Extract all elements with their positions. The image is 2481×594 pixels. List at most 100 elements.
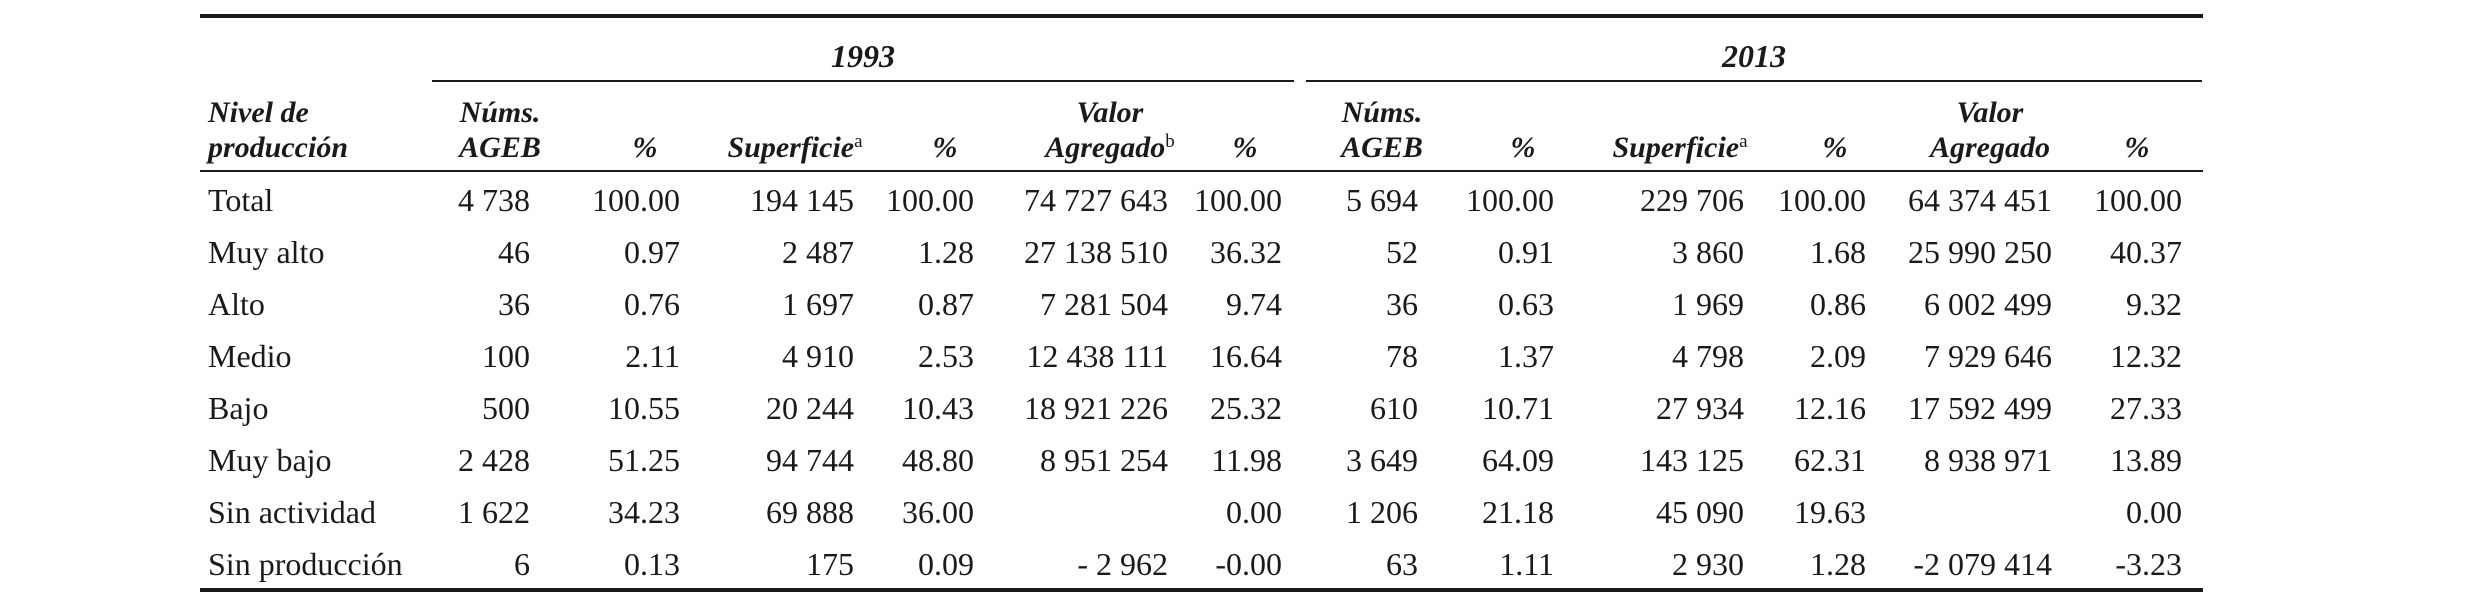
table-cell: 12 438 111 — [1026, 338, 1168, 374]
table-cell: 100.00 — [1466, 182, 1554, 218]
table-cell: 0.86 — [1810, 286, 1866, 322]
table-top-rule — [200, 14, 2203, 18]
table-cell: -2 079 414 — [1913, 546, 2052, 582]
table-cell: 194 145 — [750, 182, 854, 218]
header-nums-2013-line2: AGEB — [1341, 131, 1423, 164]
table-bottom-rule — [200, 588, 2203, 592]
table-cell: 100.00 — [592, 182, 680, 218]
table-cell: 12.32 — [2110, 338, 2182, 374]
header-superficie-1993: Superficiea — [727, 131, 863, 164]
table-cell: 100.00 — [2094, 182, 2182, 218]
table-cell: 19.63 — [1794, 494, 1866, 530]
table-cell: 4 910 — [782, 338, 854, 374]
table-cell: 48.80 — [902, 442, 974, 478]
table-cell: 100.00 — [1194, 182, 1282, 218]
row-label: Sin producción — [208, 546, 403, 582]
table-cell: 0.63 — [1498, 286, 1554, 322]
table-cell: 69 888 — [766, 494, 854, 530]
year-header-2013: 2013 — [1722, 38, 1786, 74]
table-cell: 21.18 — [1482, 494, 1554, 530]
table-cell: 8 938 971 — [1924, 442, 2052, 478]
header-pct-2013-c: % — [2124, 131, 2150, 164]
table-cell: 17 592 499 — [1908, 390, 2052, 426]
header-bottom-rule — [200, 170, 2203, 172]
table-cell: 3 860 — [1672, 234, 1744, 270]
table-cell: 46 — [498, 234, 530, 270]
table-cell: 52 — [1386, 234, 1418, 270]
table-cell: 6 — [514, 546, 530, 582]
table-cell: 0.76 — [624, 286, 680, 322]
table-cell: 36.32 — [1210, 234, 1282, 270]
table-cell: 94 744 — [766, 442, 854, 478]
table-cell: 1.68 — [1810, 234, 1866, 270]
table-cell: 229 706 — [1640, 182, 1744, 218]
table-cell: 1 969 — [1672, 286, 1744, 322]
table-cell: 27 138 510 — [1024, 234, 1168, 270]
table-cell: 51.25 — [608, 442, 680, 478]
row-label: Sin actividad — [208, 494, 376, 530]
table-cell: 36 — [498, 286, 530, 322]
table-cell: 100.00 — [1778, 182, 1866, 218]
table-cell: 62.31 — [1794, 442, 1866, 478]
table-cell: 74 727 643 — [1024, 182, 1168, 218]
table-cell: 100 — [482, 338, 530, 374]
table-cell: 25.32 — [1210, 390, 1282, 426]
table-cell: 27 934 — [1656, 390, 1744, 426]
header-pct-1993-b: % — [932, 131, 958, 164]
table-cell: 2 487 — [782, 234, 854, 270]
table-cell: 45 090 — [1656, 494, 1744, 530]
table-cell: 78 — [1386, 338, 1418, 374]
table-cell: 0.13 — [624, 546, 680, 582]
header-pct-2013-a: % — [1510, 131, 1536, 164]
year-header-1993: 1993 — [831, 38, 895, 74]
table-cell: 10.43 — [902, 390, 974, 426]
table-cell: 0.00 — [2126, 494, 2182, 530]
table-cell: 2.09 — [1810, 338, 1866, 374]
table-cell: 2.53 — [918, 338, 974, 374]
table-cell: 143 125 — [1640, 442, 1744, 478]
table-cell: 16.64 — [1210, 338, 1282, 374]
table-cell: 1.37 — [1498, 338, 1554, 374]
table-cell: 7 281 504 — [1040, 286, 1168, 322]
row-label: Muy bajo — [208, 442, 332, 478]
year-span-rule-2013 — [1306, 80, 2202, 82]
table-cell: - 2 962 — [1077, 546, 1168, 582]
table-cell: 6 002 499 — [1924, 286, 2052, 322]
table-cell: 13.89 — [2110, 442, 2182, 478]
table-cell: 10.71 — [1482, 390, 1554, 426]
table-cell: 0.87 — [918, 286, 974, 322]
table-cell: 0.09 — [918, 546, 974, 582]
header-nums-1993-line1: Núms. — [459, 96, 541, 129]
table-cell: 3 649 — [1346, 442, 1418, 478]
header-valor-1993-line1: Valor — [1076, 96, 1144, 129]
table-cell: 9.32 — [2126, 286, 2182, 322]
table-cell: 1 622 — [458, 494, 530, 530]
header-pct-1993-a: % — [632, 131, 658, 164]
row-label: Muy alto — [208, 234, 325, 270]
table-cell: -0.00 — [1215, 546, 1282, 582]
table-cell: 0.00 — [1226, 494, 1282, 530]
table-cell: 1 697 — [782, 286, 854, 322]
table-cell: 9.74 — [1226, 286, 1282, 322]
table-cell: 27.33 — [2110, 390, 2182, 426]
table-cell: 64.09 — [1482, 442, 1554, 478]
header-nivel-line2: producción — [208, 131, 349, 164]
header-nums-1993-line2: AGEB — [459, 131, 541, 164]
table-cell: 20 244 — [766, 390, 854, 426]
table-cell: 4 738 — [458, 182, 530, 218]
row-label: Medio — [208, 338, 292, 374]
table-cell: 63 — [1386, 546, 1418, 582]
table-cell: 100.00 — [886, 182, 974, 218]
table-cell: 10.55 — [608, 390, 680, 426]
header-pct-1993-c: % — [1232, 131, 1258, 164]
table-cell: 610 — [1370, 390, 1418, 426]
year-span-rule-1993 — [432, 80, 1294, 82]
row-label: Total — [208, 182, 274, 218]
table-cell: -3.23 — [2115, 546, 2182, 582]
table-cell: 1.11 — [1499, 546, 1554, 582]
table-cell: 500 — [482, 390, 530, 426]
table-cell: 1.28 — [1810, 546, 1866, 582]
table-cell: 1 206 — [1346, 494, 1418, 530]
table-cell: 4 798 — [1672, 338, 1744, 374]
table-cell: 2.11 — [625, 338, 680, 374]
